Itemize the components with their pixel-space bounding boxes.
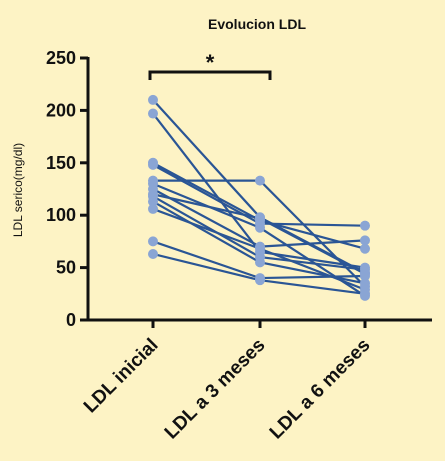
- significance-bracket: *: [148, 50, 272, 80]
- data-point: [148, 236, 158, 247]
- data-point: [148, 159, 158, 170]
- x-tick-label: LDL inicial: [80, 335, 163, 418]
- y-ticks: 0 50 100 150 200 250: [46, 48, 88, 330]
- data-point: [255, 243, 265, 254]
- data-point: [148, 196, 158, 207]
- significance-label: *: [206, 50, 215, 75]
- data-point: [255, 175, 265, 186]
- data-point: [360, 235, 370, 246]
- chart-title: Evolucion LDL: [208, 16, 306, 32]
- series-points: [148, 94, 370, 301]
- y-tick-label: 150: [46, 153, 76, 173]
- data-point: [360, 288, 370, 299]
- y-axis-label: LDL serico(mg/dl): [11, 143, 25, 237]
- significance-bracket-line: [148, 70, 272, 80]
- y-tick-label: 0: [66, 310, 76, 330]
- data-point: [148, 108, 158, 119]
- data-point: [360, 243, 370, 254]
- x-tick-label: LDL a 3 meses: [161, 335, 270, 444]
- data-point: [255, 222, 265, 233]
- data-point: [255, 275, 265, 286]
- y-tick-label: 200: [46, 100, 76, 120]
- y-tick-label: 100: [46, 205, 76, 225]
- data-point: [148, 248, 158, 259]
- data-point: [255, 213, 265, 224]
- data-point: [360, 270, 370, 281]
- x-tick-label: LDL a 6 meses: [266, 335, 375, 444]
- data-point: [360, 220, 370, 231]
- data-point: [148, 94, 158, 105]
- data-point: [148, 203, 158, 214]
- y-tick-label: 250: [46, 48, 76, 68]
- data-point: [255, 257, 265, 268]
- y-tick-label: 50: [56, 258, 76, 278]
